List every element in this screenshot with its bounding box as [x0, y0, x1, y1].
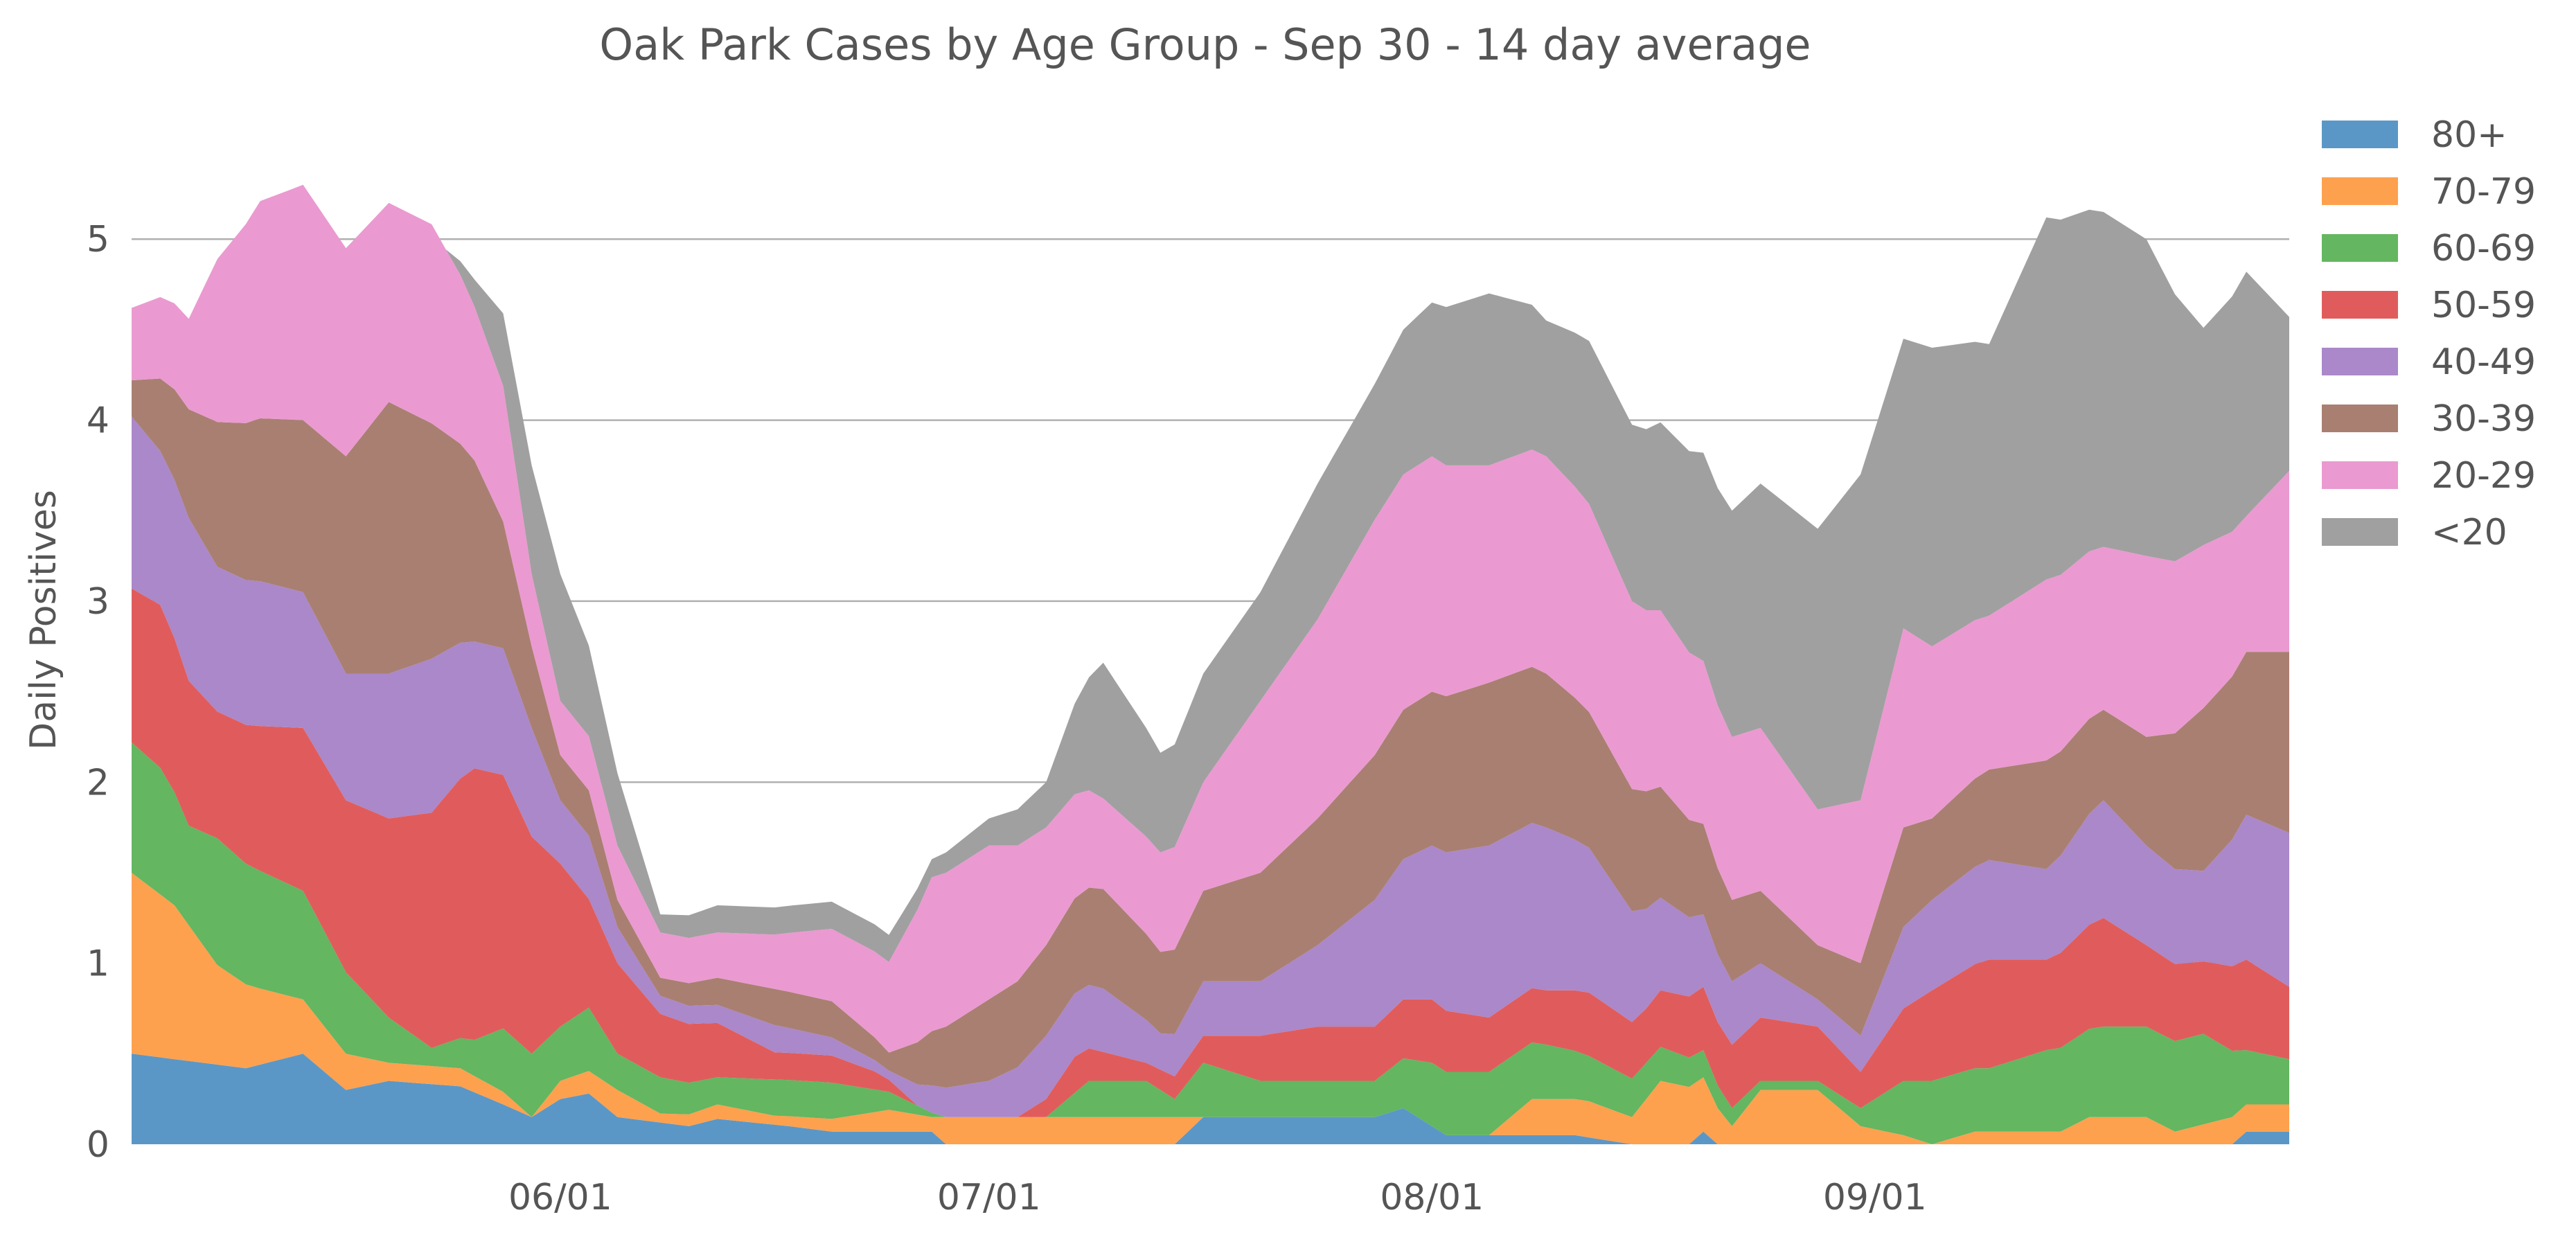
area-series-5 [132, 378, 2289, 1088]
area-series-2 [132, 742, 2289, 1144]
legend-swatch [2322, 518, 2398, 546]
y-tick-label: 2 [87, 762, 109, 803]
area-series-7 [132, 184, 2289, 962]
y-tick-label: 3 [87, 581, 109, 623]
x-tick-label: 07/01 [937, 1177, 1041, 1218]
area-series-6 [132, 184, 2289, 1053]
legend-label: 50-59 [2431, 285, 2536, 326]
legend-swatch [2322, 121, 2398, 148]
area-series-group [132, 184, 2289, 1144]
legend-label: 20-29 [2431, 455, 2536, 497]
y-tick-label: 1 [87, 943, 109, 985]
legend-swatch [2322, 234, 2398, 262]
y-tick-label: 0 [87, 1124, 109, 1166]
y-tick-labels: 0 1 2 3 4 5 [87, 219, 109, 1166]
legend-label: 40-49 [2431, 341, 2536, 383]
chart-title: Oak Park Cases by Age Group - Sep 30 - 1… [599, 19, 1811, 70]
legend-swatch [2322, 461, 2398, 489]
legend-swatch [2322, 405, 2398, 432]
y-tick-label: 4 [87, 400, 109, 442]
legend-label: <20 [2431, 512, 2507, 553]
legend-label: 70-79 [2431, 171, 2536, 213]
area-series-0 [132, 1054, 2289, 1144]
legend: 80+ 70-79 60-69 50-59 40-49 30-39 20-29 <20 [2322, 114, 2536, 553]
legend-label: 30-39 [2431, 398, 2536, 440]
x-tick-labels: 06/01 07/01 08/01 09/01 [508, 1177, 1927, 1218]
legend-label: 80+ [2431, 114, 2507, 156]
x-tick-label: 06/01 [508, 1177, 612, 1218]
x-tick-label: 09/01 [1823, 1177, 1927, 1218]
legend-swatch [2322, 291, 2398, 319]
y-axis-label: Daily Positives [23, 490, 64, 750]
legend-label: 60-69 [2431, 228, 2536, 269]
legend-swatch [2322, 177, 2398, 205]
y-tick-label: 5 [87, 219, 109, 260]
x-tick-label: 08/01 [1380, 1177, 1484, 1218]
legend-swatch [2322, 348, 2398, 375]
